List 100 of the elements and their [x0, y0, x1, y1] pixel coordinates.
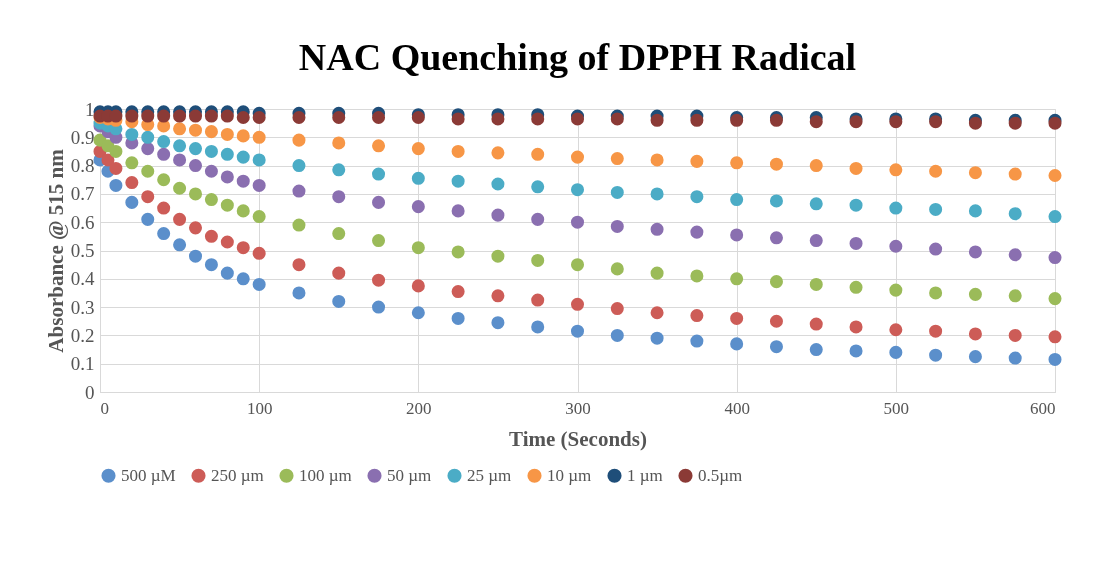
y-tick-label: 0.8 — [70, 155, 95, 177]
point — [188, 142, 203, 156]
point — [109, 161, 123, 175]
point — [849, 198, 863, 212]
point — [889, 163, 903, 177]
point — [809, 317, 823, 331]
point — [157, 227, 171, 241]
point — [610, 302, 624, 316]
point — [1048, 330, 1062, 344]
point — [332, 294, 346, 308]
point — [929, 242, 943, 256]
point — [849, 161, 863, 175]
point — [204, 229, 218, 243]
point — [372, 195, 386, 209]
point — [252, 110, 266, 124]
point — [332, 163, 346, 177]
point — [889, 345, 903, 359]
point — [650, 222, 664, 236]
point — [451, 144, 465, 158]
point — [491, 112, 505, 126]
x-tick-label: 200 — [406, 398, 432, 418]
point — [650, 306, 664, 320]
point — [292, 159, 306, 173]
point — [1008, 207, 1022, 221]
point — [451, 245, 465, 259]
point — [220, 198, 234, 212]
point — [690, 309, 704, 323]
y-tick-label: 0.3 — [70, 296, 95, 318]
point — [292, 110, 306, 124]
x-tick-label: 0 — [100, 398, 109, 418]
point — [491, 316, 505, 330]
point — [531, 253, 545, 267]
point — [1048, 292, 1062, 306]
point — [173, 139, 187, 153]
point — [1008, 351, 1022, 365]
point — [372, 110, 386, 124]
point — [236, 110, 250, 124]
legend-label: 500 µM — [121, 465, 176, 485]
point — [531, 212, 545, 226]
point — [173, 122, 187, 136]
point — [204, 164, 218, 178]
point — [220, 147, 234, 161]
point — [252, 130, 266, 144]
point — [173, 212, 187, 226]
point — [141, 142, 155, 156]
point — [1008, 328, 1022, 342]
point — [809, 234, 823, 248]
y-tick-label: 0.7 — [70, 183, 95, 205]
point — [650, 331, 664, 345]
point — [125, 156, 139, 170]
point — [204, 125, 218, 139]
point — [141, 109, 155, 123]
point — [252, 277, 266, 291]
y-tick-label: 0.4 — [70, 268, 95, 290]
x-tick-label: 600 — [1030, 398, 1056, 418]
point — [220, 266, 234, 280]
point — [451, 112, 465, 126]
point — [157, 173, 171, 187]
point — [570, 150, 585, 164]
point — [570, 258, 585, 272]
point — [531, 112, 545, 126]
point — [292, 133, 306, 147]
point — [292, 258, 306, 272]
point — [531, 320, 545, 334]
point — [650, 187, 664, 201]
legend-label: 50 µm — [387, 465, 432, 485]
legend-label: 1 µm — [627, 465, 663, 485]
point — [332, 190, 346, 204]
y-axis-title: Absorbance @ 515 nm — [43, 148, 68, 353]
point — [451, 174, 465, 188]
y-tick-label: 0.6 — [70, 211, 95, 233]
point — [929, 348, 943, 362]
point — [1008, 248, 1022, 262]
point — [610, 185, 624, 199]
point — [769, 340, 783, 354]
point — [610, 219, 624, 233]
point — [204, 258, 218, 272]
point — [570, 215, 585, 229]
point — [849, 344, 863, 358]
point — [730, 228, 744, 242]
point — [236, 272, 250, 286]
point — [109, 178, 123, 192]
y-tick-label: 0.9 — [70, 126, 95, 148]
point — [690, 334, 704, 348]
point — [690, 190, 704, 204]
point — [1008, 167, 1022, 181]
point — [889, 283, 903, 297]
point — [570, 297, 585, 311]
point — [650, 266, 664, 280]
x-tick-label: 300 — [565, 398, 591, 418]
point — [491, 146, 505, 160]
point — [690, 113, 704, 127]
point — [1048, 251, 1062, 265]
point — [1048, 169, 1062, 183]
legend-label: 250 µm — [211, 465, 264, 485]
point — [650, 153, 664, 167]
point — [332, 136, 346, 150]
point — [372, 234, 386, 248]
point — [730, 156, 744, 170]
point — [173, 238, 187, 252]
